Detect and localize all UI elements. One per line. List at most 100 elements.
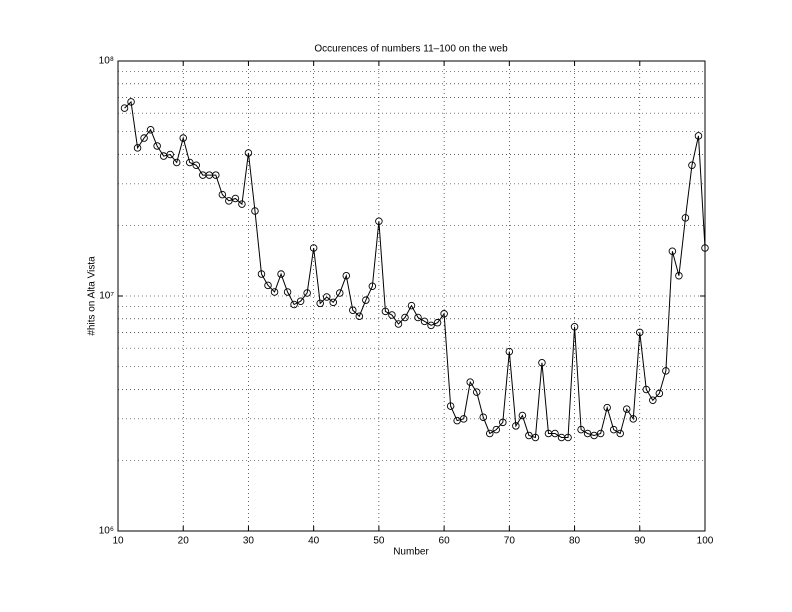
- data-point: [525, 431, 533, 440]
- data-point: [185, 158, 194, 167]
- data-point: [512, 422, 520, 430]
- data-point: [381, 307, 390, 316]
- data-point: [407, 301, 416, 310]
- data-point: [244, 149, 253, 157]
- data-point: [283, 288, 292, 296]
- data-point: [388, 311, 396, 319]
- x-tick-label: 50: [373, 536, 385, 547]
- data-point: [427, 321, 435, 330]
- data-point: [179, 134, 187, 142]
- x-tick-label: 20: [178, 536, 190, 547]
- data-point: [622, 405, 631, 413]
- x-tick-label: 90: [634, 536, 646, 547]
- data-point: [564, 433, 572, 442]
- y-tick-label: 10⁶: [99, 526, 114, 537]
- data-point: [570, 322, 579, 331]
- data-point: [694, 132, 703, 140]
- data-point: [688, 161, 696, 170]
- data-point: [303, 289, 311, 297]
- data-point: [583, 429, 592, 438]
- data-point: [316, 299, 324, 308]
- data-point: [146, 125, 155, 134]
- data-point: [192, 161, 201, 170]
- data-point: [296, 297, 305, 305]
- data-point: [277, 270, 285, 278]
- data-point: [414, 313, 422, 322]
- data-point: [479, 413, 487, 421]
- data-point: [603, 403, 611, 412]
- data-point: [629, 415, 638, 423]
- data-point: [329, 298, 337, 307]
- data-point: [166, 150, 174, 159]
- data-point: [486, 429, 494, 438]
- data-point: [616, 429, 624, 438]
- data-point: [140, 134, 148, 142]
- x-tick-label: 70: [504, 536, 516, 547]
- data-point: [681, 214, 690, 222]
- data-point: [505, 347, 514, 356]
- data-point: [636, 328, 644, 337]
- data-point: [368, 282, 377, 291]
- data-point: [362, 296, 370, 304]
- data-point: [551, 429, 559, 438]
- data-point: [518, 411, 527, 420]
- data-point: [499, 418, 507, 427]
- data-point: [153, 142, 161, 150]
- data-point: [375, 217, 383, 226]
- data-point: [212, 171, 220, 179]
- data-point: [642, 385, 651, 394]
- data-point: [264, 281, 272, 290]
- x-tick-label: 60: [439, 536, 451, 547]
- data-point: [531, 433, 540, 442]
- data-point: [270, 288, 279, 296]
- data-point: [433, 318, 442, 327]
- data-point: [492, 425, 501, 434]
- data-point: [290, 300, 298, 309]
- x-tick-label: 100: [697, 536, 714, 547]
- chart-title: Occurences of numbers 11–100 on the web: [314, 44, 508, 55]
- data-point: [609, 425, 618, 434]
- data-point: [218, 190, 227, 199]
- data-point: [590, 431, 598, 440]
- plot-frame: [117, 60, 706, 532]
- data-point: [349, 306, 357, 314]
- data-point: [120, 104, 129, 112]
- data-point: [225, 197, 233, 205]
- data-point: [668, 247, 677, 256]
- data-point: [649, 396, 657, 405]
- data-point: [251, 207, 259, 215]
- y-tick-label: 10⁷: [99, 291, 114, 302]
- data-point: [446, 402, 455, 410]
- data-point: [662, 367, 670, 375]
- x-tick-label: 30: [243, 536, 255, 547]
- data-point: [401, 313, 409, 322]
- data-point: [538, 358, 546, 367]
- x-axis-label: Number: [393, 547, 429, 558]
- data-point: [420, 317, 429, 326]
- data-point: [459, 415, 468, 423]
- data-point: [309, 244, 318, 252]
- data-point: [257, 270, 266, 278]
- x-tick-label: 40: [308, 536, 320, 547]
- y-tick-label: 10⁸: [99, 56, 114, 67]
- x-tick-label: 80: [569, 536, 581, 547]
- data-point: [238, 200, 246, 208]
- data-point: [440, 310, 448, 318]
- data-point: [472, 388, 481, 396]
- y-axis-label: #hits on Alta Vista: [87, 256, 98, 336]
- data-point: [577, 425, 585, 434]
- data-point: [336, 289, 344, 297]
- data-point: [394, 320, 403, 328]
- data-point: [466, 378, 474, 386]
- x-tick-label: 10: [112, 536, 124, 547]
- data-point: [596, 429, 605, 438]
- data-point: [127, 98, 135, 106]
- data-point: [655, 389, 664, 398]
- data-point: [701, 244, 709, 252]
- data-point: [342, 271, 351, 280]
- data-point: [322, 293, 331, 301]
- data-point: [231, 194, 240, 203]
- data-point: [675, 271, 683, 280]
